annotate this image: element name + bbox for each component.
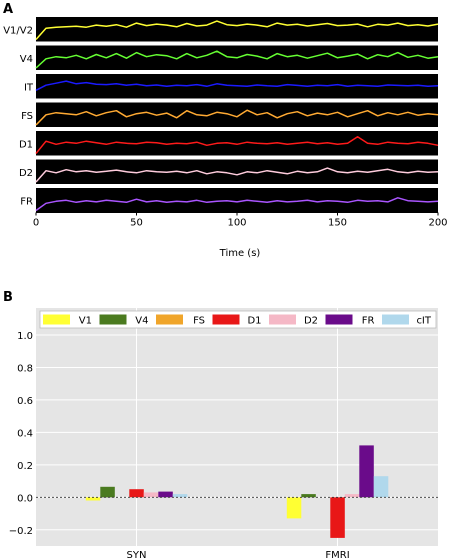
panel-a-tick-label: 150 [328,218,347,229]
panel-b-ytick-label: 0.0 [17,493,33,504]
legend-swatch [212,314,240,325]
panel-b-ytick-label: 1.0 [17,331,33,342]
trace-line [35,109,439,126]
trace-label: D1 [19,139,33,150]
trace-line [35,167,439,183]
panel-a-tick-label: 200 [428,218,447,229]
legend-swatch [99,314,127,325]
bar [330,497,345,538]
panel-b-bars: −0.2 0.0 0.2 0.4 0.6 0.8 1.0 SYN FMRI V1 V4 FS D1 D2 F… [9,308,438,560]
trace-label: V4 [20,54,33,65]
bar [100,486,115,498]
legend-label: V4 [135,316,148,327]
bar [143,492,159,498]
panel-b-category-label: SYN [127,550,147,560]
bar [129,489,144,498]
panel-a-label: A [3,2,13,17]
trace-line [35,80,439,91]
panel-b-legend: V1 V4 FS D1 D2 FR cIT [39,310,437,329]
bar [301,494,316,498]
legend-label: D2 [304,316,318,327]
trace-label: V1/V2 [3,25,33,36]
bar [286,497,302,519]
legend-label: FS [193,316,205,327]
panel-b-ytick-label: 0.8 [17,363,33,374]
trace-line [35,50,439,69]
trace-label: IT [24,82,34,93]
legend-label: V1 [79,316,92,327]
trace-label: FS [21,111,33,122]
trace-line [35,20,439,40]
legend-label: D1 [247,316,261,327]
bar [172,494,188,498]
trace-label: D2 [19,168,33,179]
bar [158,491,173,498]
legend-swatch [156,314,183,325]
panel-b-category-label: FMRI [325,550,349,560]
bar [85,497,101,501]
panel-a-xlabel: Time (s) [219,248,261,259]
trace-line [35,135,439,154]
panel-b-background [36,308,438,546]
legend-swatch [382,314,409,325]
panel-a-traces: V1/V2 V4 IT FS D1 D2 FR0 50 100 150 200 [3,17,448,229]
legend-swatch [269,314,296,325]
trace-band [36,102,438,127]
panel-a-tick-label: 100 [227,218,246,229]
trace-band [36,17,438,42]
panel-b-ytick-label: 0.6 [17,396,33,407]
panel-a-tick-label: 0 [33,218,39,229]
trace-line [35,197,439,212]
bar [344,494,360,498]
panel-b-ytick-label: −0.2 [9,526,33,537]
trace-label: FR [20,196,33,207]
panel-b-label: B [3,290,13,305]
legend-label: FR [362,316,375,327]
panel-a-tick-label: 50 [130,218,143,229]
panel-b-ytick-label: 0.2 [17,461,33,472]
bar [359,445,374,498]
panel-b-ytick-label: 0.4 [17,428,33,439]
legend-label: cIT [416,316,431,327]
bar [373,476,389,498]
legend-swatch [325,314,353,325]
legend-swatch [43,314,70,325]
